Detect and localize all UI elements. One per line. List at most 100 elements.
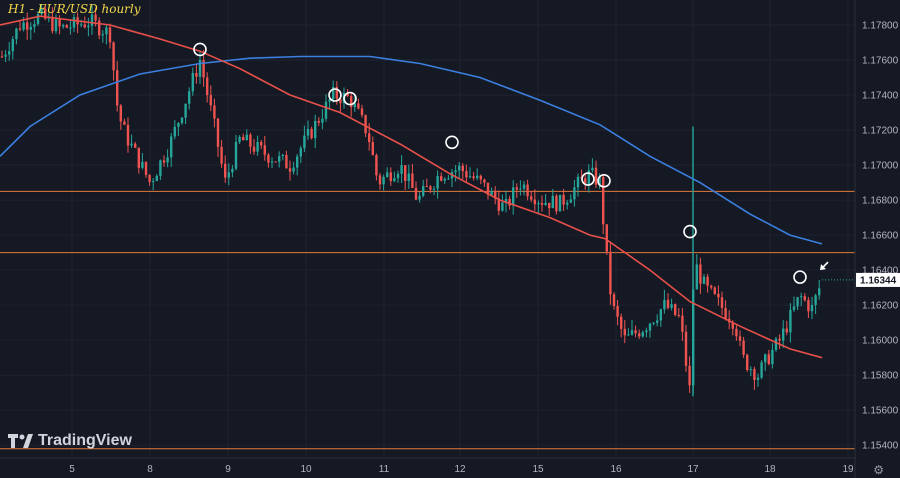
- candle-body: [206, 77, 209, 96]
- touch-circle: [683, 224, 697, 239]
- candle-body: [508, 198, 511, 206]
- candle-body: [717, 293, 720, 298]
- candle-body: [785, 328, 788, 333]
- x-tick-label: 9: [225, 464, 231, 475]
- candle-body: [605, 224, 608, 252]
- x-tick-label: 15: [532, 464, 544, 475]
- ma-fast-line: [0, 15, 823, 359]
- touch-circle: [445, 135, 459, 150]
- candle-body: [702, 276, 706, 284]
- tradingview-wordmark: TradingView: [38, 432, 132, 449]
- candle-body: [130, 143, 133, 146]
- y-tick-label: 1.17200: [862, 126, 899, 137]
- y-tick-label: 1.17600: [862, 55, 899, 66]
- candle-body: [195, 73, 198, 77]
- candle-body: [44, 8, 47, 19]
- candle-body: [760, 362, 763, 378]
- candle-body: [558, 194, 562, 212]
- candle-body: [454, 170, 457, 173]
- candle-body: [54, 19, 58, 32]
- x-tick-label: 8: [147, 464, 153, 475]
- x-tick-label: 12: [454, 464, 466, 475]
- candle-body: [119, 105, 122, 122]
- candle-body: [371, 142, 374, 156]
- candle-body: [314, 120, 317, 139]
- candle-body: [285, 154, 288, 169]
- settings-icon[interactable]: ⚙: [873, 463, 884, 477]
- tradingview-logo: TradingView: [8, 432, 132, 450]
- candle-body: [483, 179, 486, 183]
- candle-body: [184, 103, 187, 118]
- candle-body: [137, 147, 140, 168]
- candle-body: [69, 27, 72, 29]
- candle-body: [249, 134, 252, 147]
- candle-body: [101, 34, 104, 36]
- last-price-badge: [856, 272, 900, 287]
- candle-body: [4, 54, 7, 57]
- x-tick-label: 11: [379, 464, 390, 475]
- candle-body: [551, 195, 554, 209]
- candle-body: [587, 170, 590, 185]
- touch-circle: [328, 88, 342, 102]
- candle-body: [278, 156, 281, 162]
- candle-body: [346, 93, 349, 97]
- candle-body: [598, 177, 601, 185]
- candle-body: [303, 135, 306, 149]
- candle-body: [328, 99, 331, 102]
- chart-title: H1 - EUR/USD hourly: [8, 2, 141, 16]
- candle-body: [263, 145, 266, 155]
- candle-body: [335, 86, 338, 99]
- candle-body: [501, 202, 504, 211]
- candle-body: [418, 195, 421, 200]
- candle-body: [306, 128, 310, 136]
- candle-body: [166, 157, 169, 163]
- candle-body: [87, 25, 90, 28]
- candle-body: [368, 133, 371, 143]
- candle-body: [339, 98, 342, 104]
- candle-body: [148, 174, 151, 182]
- candle-body: [782, 328, 785, 341]
- candle-body: [245, 134, 248, 141]
- candle-body: [429, 186, 432, 190]
- moving-averages: [0, 15, 823, 359]
- candle-body: [720, 297, 724, 308]
- candle-body: [22, 22, 25, 30]
- candle-body: [504, 198, 508, 203]
- candle-body: [774, 338, 778, 350]
- y-tick-label: 1.15400: [862, 441, 899, 452]
- candle-body: [29, 26, 32, 30]
- candle-body: [292, 167, 295, 172]
- candle-body: [400, 165, 403, 174]
- candle-body: [555, 195, 558, 212]
- grid: [0, 0, 855, 458]
- touch-marks: [193, 42, 829, 284]
- candle-body: [11, 39, 14, 52]
- x-tick-label: 5: [69, 464, 75, 475]
- candle-body: [796, 297, 799, 307]
- candle-body: [753, 369, 756, 380]
- candle-body: [494, 190, 497, 199]
- candle-body: [123, 121, 126, 125]
- candle-body: [807, 300, 810, 312]
- candle-body: [800, 296, 803, 298]
- candle-body: [814, 295, 817, 305]
- candle-body: [83, 24, 86, 28]
- candle-body: [447, 178, 450, 180]
- candle-body: [699, 264, 702, 284]
- candle-body: [764, 354, 767, 363]
- x-tick-label: 18: [764, 464, 776, 475]
- candle-body: [116, 70, 119, 106]
- candle-body: [224, 163, 227, 178]
- candle-body: [375, 155, 378, 176]
- candle-body: [231, 168, 234, 173]
- candle-body: [36, 14, 40, 25]
- candle-body: [641, 332, 644, 337]
- candle-body: [404, 165, 407, 182]
- candle-body: [252, 146, 256, 152]
- x-axis[interactable]: 5 8 9 10 11 12 15 16 17 18 19: [0, 457, 855, 475]
- candle-body: [65, 25, 68, 28]
- candle-body: [134, 143, 137, 148]
- y-axis[interactable]: 1.17800 1.17600 1.17400 1.17200 1.17000 1.168…: [854, 0, 900, 478]
- candle-body: [710, 285, 713, 288]
